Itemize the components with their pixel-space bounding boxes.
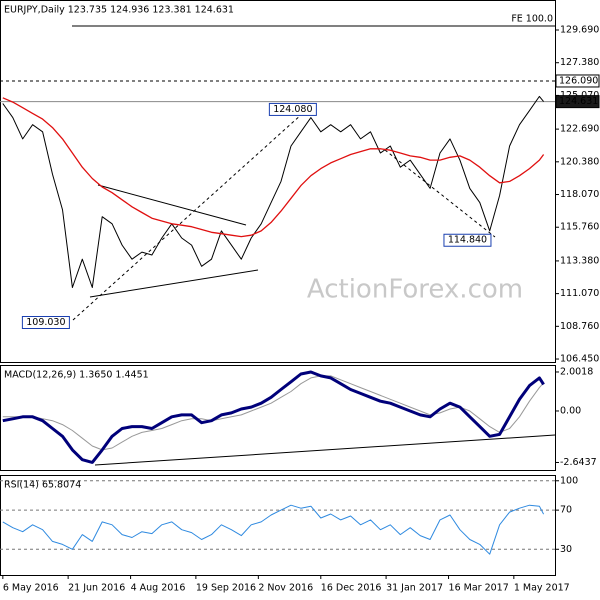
level-label: 124.631 (559, 96, 598, 107)
x-tick-label: 16 Mar 2017 (449, 583, 509, 594)
watermark: ActionForex.com (307, 275, 523, 305)
x-tick-label: 1 May 2017 (514, 583, 570, 594)
annotation-box (443, 233, 492, 247)
y-tick-label: 111.070 (560, 288, 599, 299)
y-tick-label: 122.690 (560, 124, 599, 135)
y-tick-label: -2.6437 (560, 457, 597, 468)
trendline (94, 434, 556, 466)
annotation-label: 109.030 (26, 317, 65, 328)
panel-title: EURJPY,Daily 123.735 124.936 123.381 124… (4, 5, 234, 16)
y-tick-label: 108.760 (560, 321, 599, 332)
price-panel (0, 0, 556, 363)
y-tick-label: 115.760 (560, 222, 599, 233)
x-tick-label: 21 Jun 2016 (68, 583, 125, 594)
annotation-label: 114.840 (448, 235, 487, 246)
series-line (2, 97, 545, 238)
annotation-box (21, 316, 70, 330)
y-tick-label: 30 (560, 544, 572, 555)
annotation-box (268, 102, 317, 116)
trendline (97, 184, 247, 226)
y-tick-label: 120.380 (560, 156, 599, 167)
trendlines (72, 104, 556, 466)
series-line (2, 375, 544, 451)
x-tick-label: 16 Dec 2016 (321, 583, 382, 594)
level-label: FE 100.0 (511, 14, 553, 25)
y-tick-label: 2.0018 (560, 366, 593, 377)
trendline (89, 269, 259, 298)
x-tick-label: 6 May 2016 (3, 583, 59, 594)
annotation-label: 124.080 (273, 104, 312, 115)
trendline (384, 149, 496, 238)
level-box (555, 74, 600, 88)
y-tick-label: 106.450 (560, 354, 599, 365)
x-tick-label: 31 Jan 2017 (386, 583, 443, 594)
y-tick-label: 129.690 (560, 25, 599, 36)
x-tick-label: 4 Aug 2016 (131, 583, 186, 594)
y-tick-label: 70 (560, 505, 572, 516)
y-tick-label: 127.380 (560, 57, 599, 68)
series-line (2, 95, 544, 288)
y-tick-label: 113.380 (560, 255, 599, 266)
trendline (72, 104, 313, 321)
macd-panel (0, 365, 556, 471)
level-box (555, 95, 600, 109)
x-tick-label: 19 Sep 2016 (196, 583, 256, 594)
x-tick-label: 2 Nov 2016 (258, 583, 313, 594)
y-tick-label: 0.00 (560, 405, 581, 416)
panel-title: RSI(14) 65.8074 (4, 480, 81, 491)
level-label: 126.090 (559, 75, 598, 86)
y-tick-label: 118.070 (560, 189, 599, 200)
series-line (2, 504, 545, 555)
series-line (2, 370, 545, 464)
y-tick-label: 100 (560, 475, 578, 486)
rsi-panel (0, 475, 556, 576)
panel-title: MACD(12,26,9) 1.3650 1.4451 (4, 370, 149, 381)
